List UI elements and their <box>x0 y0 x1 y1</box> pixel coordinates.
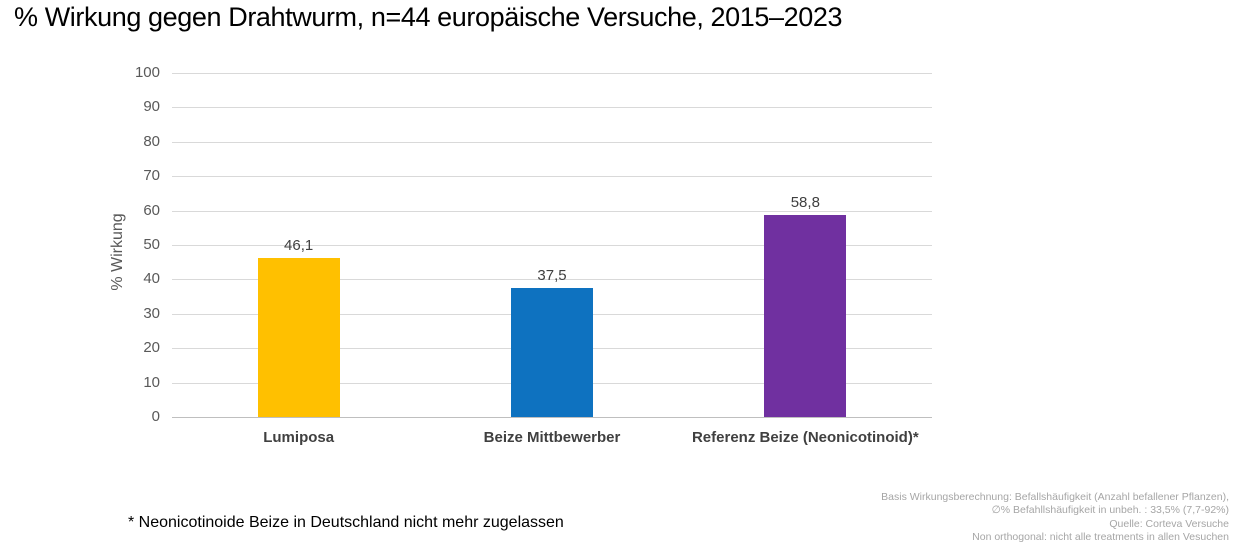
y-tick-label: 50 <box>143 236 160 253</box>
gridline <box>172 279 932 281</box>
y-tick-label: 0 <box>151 408 160 425</box>
footnote: * Neonicotinoide Beize in Deutschland ni… <box>128 514 564 531</box>
gridline <box>172 141 932 143</box>
y-tick-label: 10 <box>143 373 160 391</box>
y-tick-label: 70 <box>143 167 160 185</box>
bar-value-label: 58,8 <box>790 193 820 211</box>
x-category-label: Beize Mittbewerber <box>483 429 621 446</box>
bar-3 <box>764 214 847 417</box>
y-tick-label: 80 <box>143 132 160 150</box>
x-category-label: Lumiposa <box>263 429 335 446</box>
y-tick-label: 30 <box>143 304 160 322</box>
source-line: Quelle: Corteva Versuche <box>1109 517 1229 530</box>
bar-2 <box>511 288 593 417</box>
gridline <box>172 210 932 212</box>
gridline <box>172 176 932 178</box>
gridline <box>172 417 932 418</box>
bar-value-label: 37,5 <box>537 267 567 284</box>
y-tick-label: 20 <box>143 339 160 357</box>
x-category-label: Referenz Beize (Neonicotinoid)* <box>691 429 919 446</box>
source-line: Non orthogonal: nicht alle treatments in… <box>972 531 1229 544</box>
x-axis-category-labels: Lumiposa Beize Mittbewerber Referenz Beize… <box>172 429 932 451</box>
gridline <box>172 107 932 109</box>
y-tick-label: 60 <box>143 201 160 219</box>
source-line: ∅% Befahllshäufigkeit in unbeh. : 33,5% … <box>991 504 1229 517</box>
y-tick-label: 90 <box>143 98 160 116</box>
source-block: Basis Wirkungsberechnung: Befallshäufigk… <box>881 491 1229 545</box>
y-tick-label: 100 <box>134 64 160 81</box>
bar-value-label: 46,1 <box>284 237 314 255</box>
chart-title: % Wirkung gegen Drahtwurm, n=44 europäis… <box>14 2 843 32</box>
gridline <box>172 245 932 246</box>
bar-1 <box>257 258 340 417</box>
plot-area: 46,1 37,5 58,8 <box>172 73 932 418</box>
source-line: Basis Wirkungsberechnung: Befallshäufigk… <box>881 491 1229 503</box>
y-tick-label: 40 <box>143 270 160 288</box>
gridline <box>172 73 932 74</box>
